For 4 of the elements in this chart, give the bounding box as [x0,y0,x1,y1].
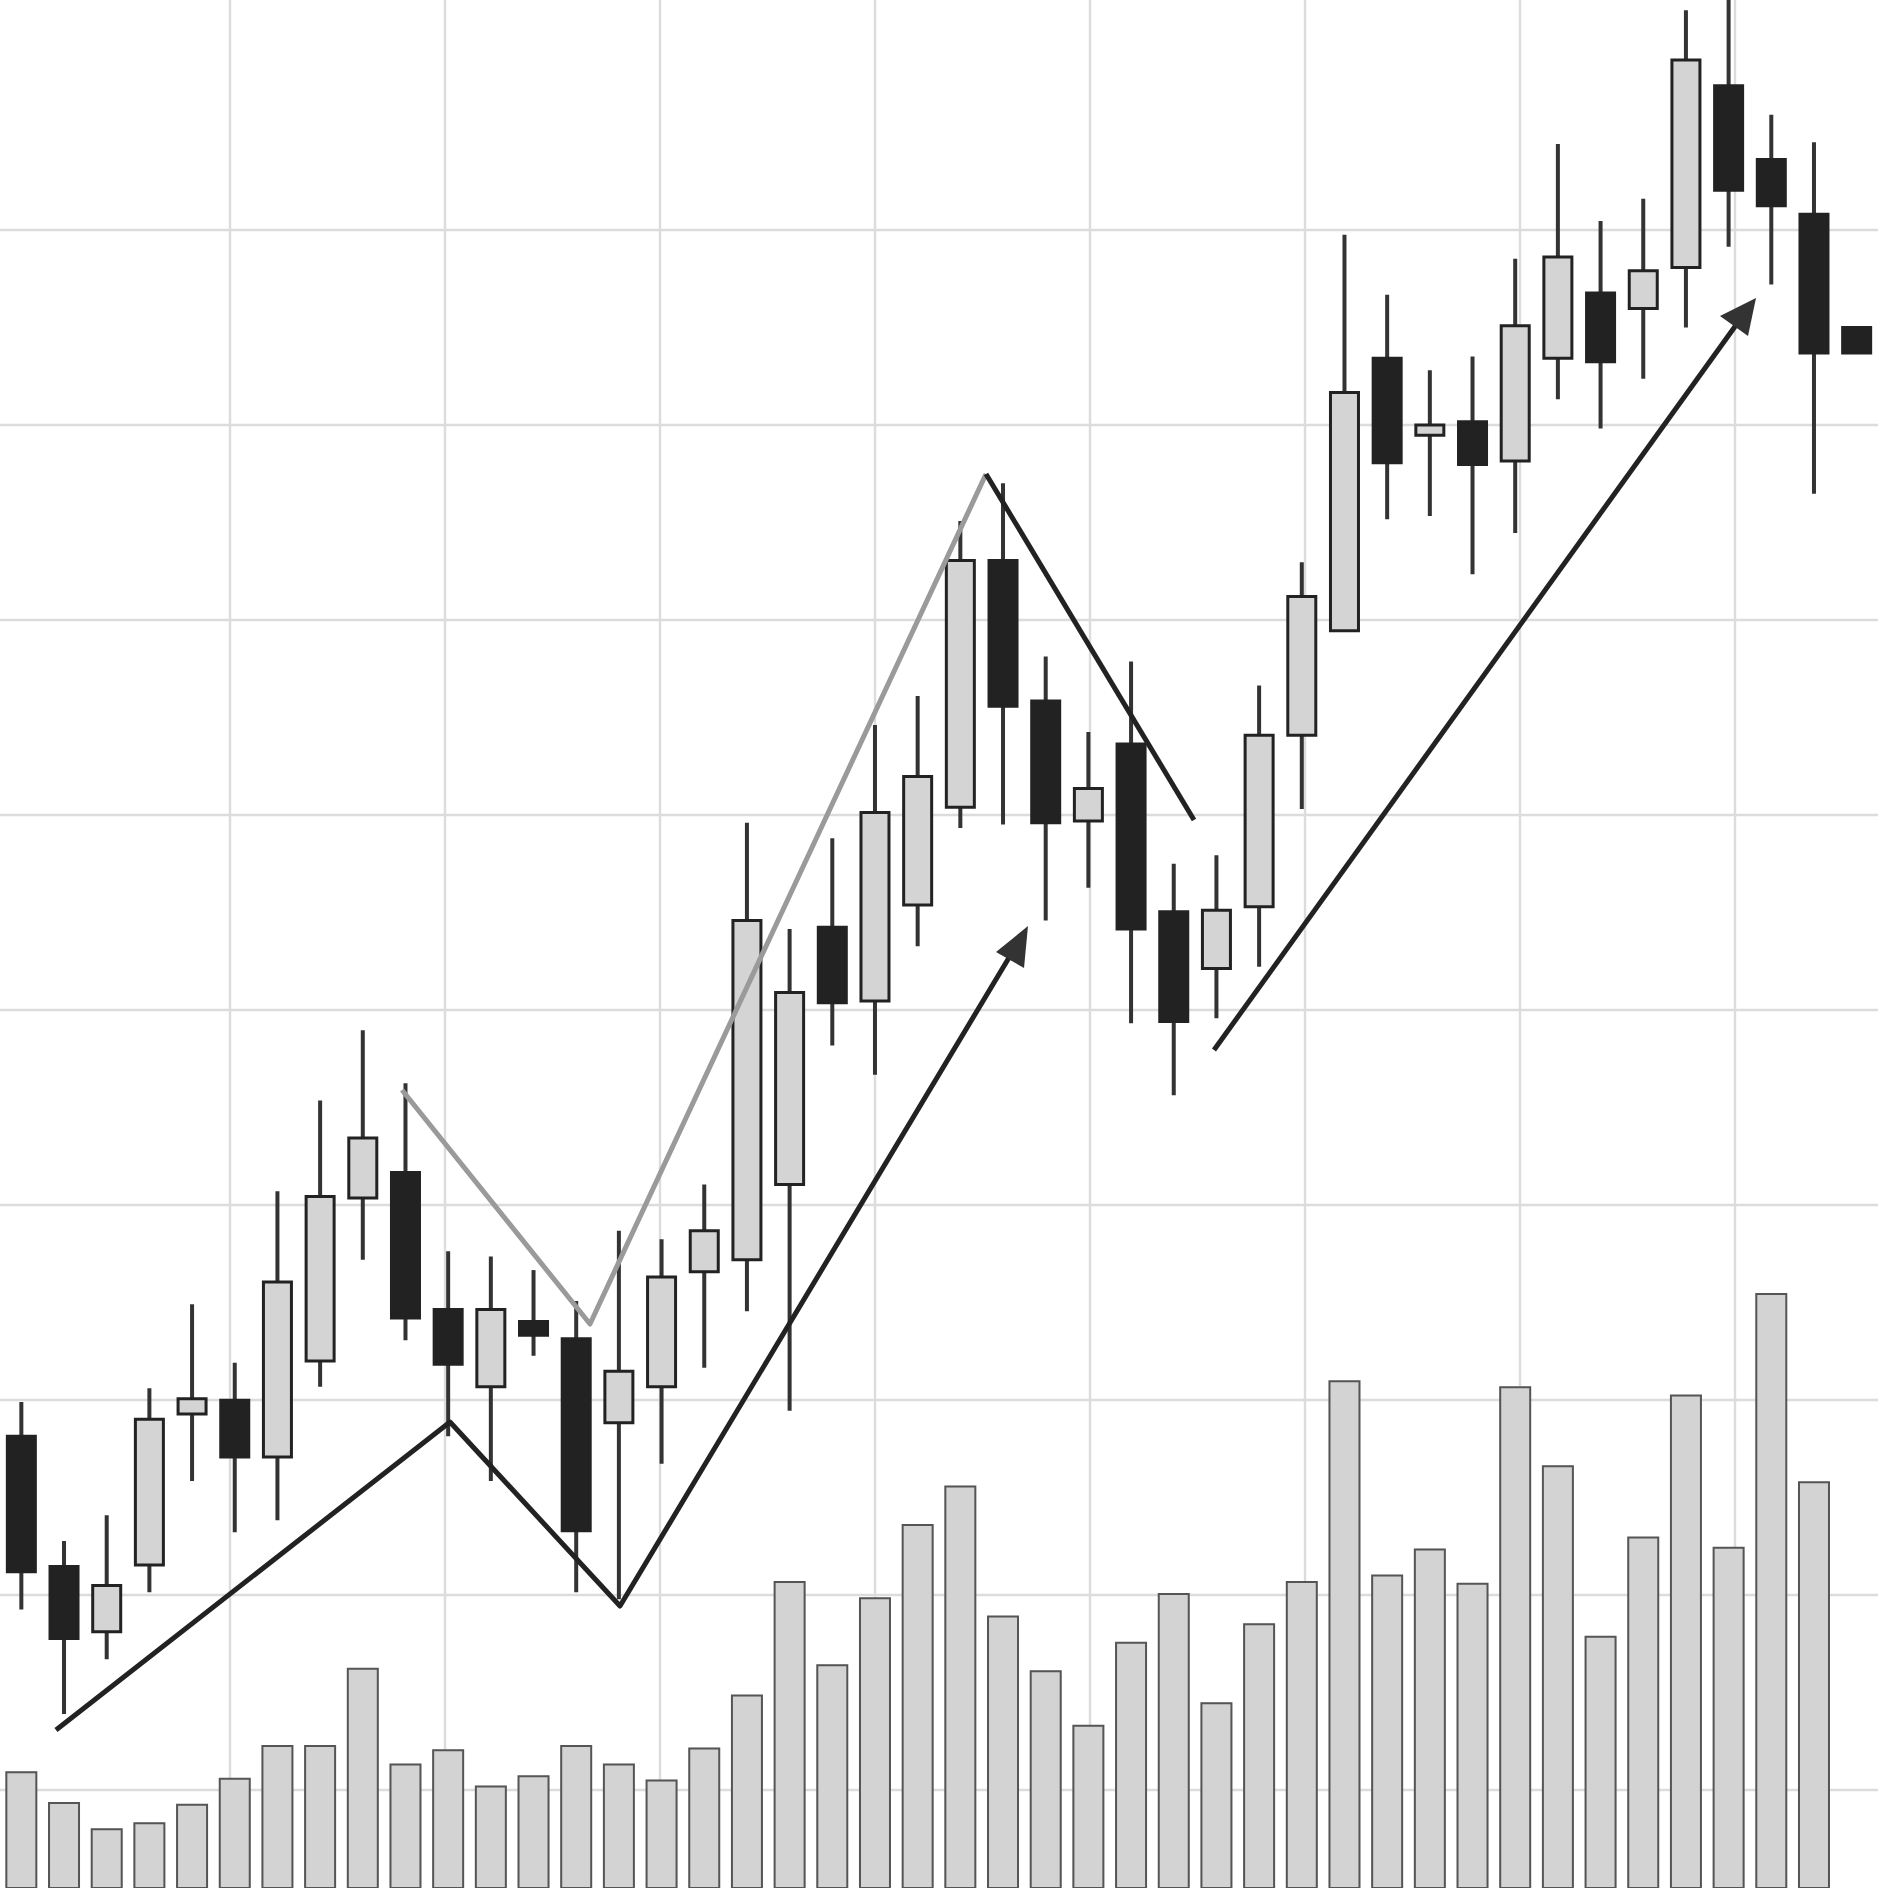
candlestick [1457,354,1489,577]
candlestick [1841,325,1873,355]
candlestick [1755,112,1787,287]
candlestick [518,1268,550,1358]
